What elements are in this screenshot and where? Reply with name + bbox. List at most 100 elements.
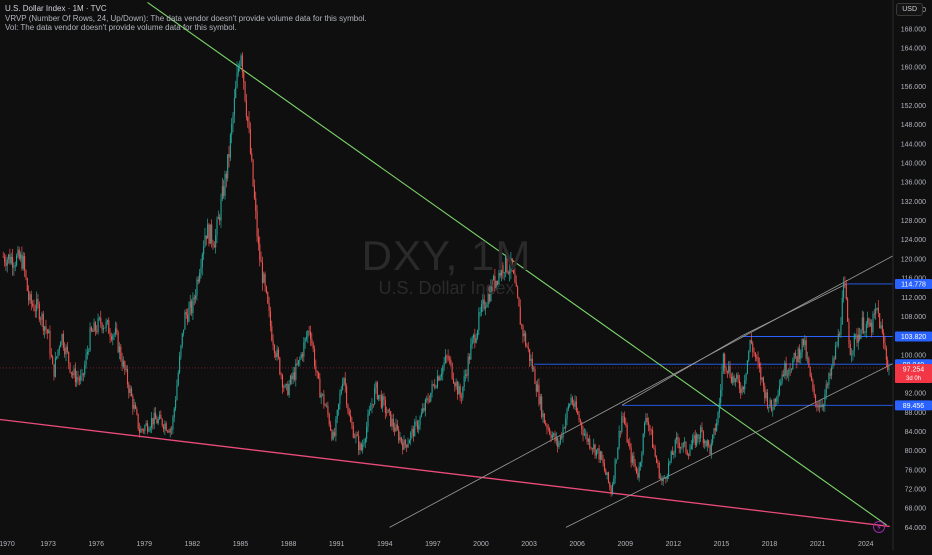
candle-body	[585, 433, 587, 435]
candle-body	[458, 386, 460, 395]
level-price-label-bg	[895, 331, 932, 342]
candle-body	[800, 352, 802, 359]
channel-trendline[interactable]	[565, 361, 897, 528]
candle-body	[415, 421, 417, 422]
candle-body	[285, 384, 288, 385]
candle-body	[269, 310, 272, 327]
candle-body	[661, 477, 663, 482]
candle-body	[46, 329, 48, 334]
candle-body	[619, 431, 622, 432]
candle-body	[53, 364, 55, 377]
candle-body	[455, 381, 457, 387]
candle-body	[253, 185, 255, 199]
candle-body	[642, 433, 644, 454]
candle-body	[692, 438, 694, 446]
candle-body	[543, 413, 545, 424]
candle-body	[517, 286, 519, 298]
candle-body	[777, 394, 779, 398]
green-trendline[interactable]	[147, 1, 887, 526]
candle-body	[535, 384, 537, 392]
candle-body	[690, 445, 692, 450]
candle-body	[448, 359, 451, 361]
vrvp-indicator-legend[interactable]: VRVP (Number Of Rows, 24, Up/Down): The …	[5, 14, 367, 23]
candle-body	[225, 173, 227, 179]
candle-body	[394, 427, 396, 432]
candle-body	[498, 272, 500, 285]
candle-body	[58, 347, 60, 350]
candle-body	[382, 396, 384, 408]
candle-body	[467, 356, 469, 376]
candle-body	[247, 116, 249, 122]
candle-body	[275, 353, 277, 357]
candle-body	[648, 421, 650, 426]
candle-body	[338, 403, 340, 411]
candle-body	[848, 321, 850, 345]
candle-body	[835, 346, 837, 360]
candle-body	[205, 235, 207, 239]
symbol-legend-title[interactable]: U.S. Dollar Index · 1M · TVC	[5, 4, 107, 13]
candle-body	[252, 159, 254, 186]
candle-body	[404, 439, 406, 445]
candle-body	[622, 416, 624, 417]
candle-body	[424, 399, 426, 411]
candle-body	[267, 292, 269, 304]
candle-body	[478, 312, 480, 331]
candle-body	[586, 433, 588, 442]
candle-body	[698, 438, 700, 439]
volume-indicator-legend[interactable]: Vol: The data vendor doesn't provide vol…	[5, 23, 237, 32]
candle-body	[342, 383, 344, 390]
candle-body	[549, 429, 551, 435]
candle-body	[191, 301, 193, 314]
candle-body	[490, 284, 492, 301]
channel-trendline[interactable]	[621, 335, 743, 406]
candle-body	[273, 345, 276, 354]
candle-body	[122, 361, 125, 367]
candle-body	[117, 332, 119, 353]
candle-body	[281, 375, 284, 388]
candle-body	[627, 442, 630, 444]
candle-body	[57, 349, 59, 357]
candle-body	[844, 283, 846, 285]
level-price-label-bg	[895, 400, 932, 411]
currency-button[interactable]: USD	[896, 3, 923, 16]
candle-body	[603, 463, 606, 471]
candle-body	[865, 323, 867, 332]
candle-body	[669, 461, 671, 464]
channel-trendline[interactable]	[742, 283, 847, 336]
candle-body	[195, 295, 197, 299]
candle-body	[308, 331, 310, 332]
candle-body	[108, 320, 110, 334]
candle-body	[869, 322, 871, 327]
channel-trendline[interactable]	[389, 253, 897, 528]
candle-body	[750, 340, 752, 344]
candle-body	[686, 452, 688, 455]
candle-body	[126, 369, 129, 385]
candle-body	[78, 378, 80, 381]
candle-body	[863, 317, 865, 333]
time-tick-label: 1994	[377, 541, 393, 548]
candle-body	[9, 254, 11, 264]
candle-body	[176, 385, 178, 400]
candle-body	[283, 387, 285, 388]
candle-body	[157, 419, 159, 424]
candle-body	[521, 324, 523, 326]
symbol-watermark: DXY, 1M	[361, 232, 532, 279]
candle-body	[762, 377, 765, 386]
candle-body	[463, 376, 465, 387]
lightning-icon[interactable]	[872, 520, 886, 534]
trendlines	[0, 1, 897, 528]
candle-body	[416, 421, 418, 430]
candle-body	[736, 374, 738, 379]
candle-body	[674, 439, 676, 453]
candle-body	[292, 372, 294, 380]
price-tick-label: 80.000	[905, 448, 927, 455]
candle-body	[598, 448, 600, 460]
pink-trendline[interactable]	[0, 418, 890, 528]
candle-body	[797, 348, 799, 363]
candle-body	[531, 358, 533, 370]
candle-body	[559, 436, 561, 444]
candle-body	[804, 340, 806, 346]
level-price-label: 114.778	[901, 282, 926, 289]
